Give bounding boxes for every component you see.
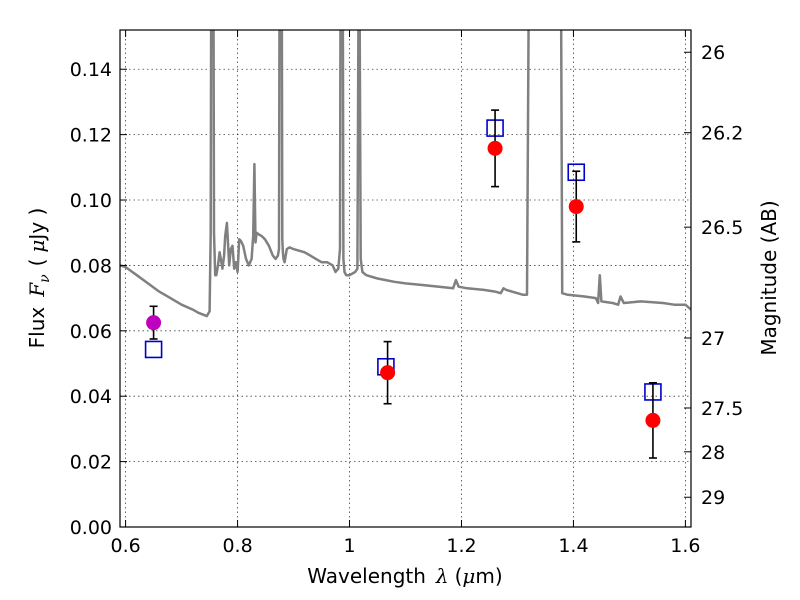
x-axis-label: Wavelength λ (μm): [307, 564, 502, 588]
y-tick-label: 0.14: [70, 59, 112, 81]
observed-point: [568, 199, 584, 215]
y2-tick-label: 26: [701, 42, 725, 64]
observed-point: [645, 412, 661, 428]
y2-tick-label: 26.5: [701, 217, 743, 239]
y-tick-label: 0.04: [70, 386, 112, 408]
y-tick-label: 0.02: [70, 452, 112, 474]
x-tick-label: 1.6: [670, 535, 700, 557]
y-tick-label: 0.10: [70, 190, 112, 212]
observed-point: [146, 315, 162, 331]
x-tick-label: 0.8: [222, 535, 252, 557]
y2-axis-label: Magnitude (AB): [757, 200, 781, 355]
y2-tick-label: 27.5: [701, 398, 743, 420]
y2-tick-label: 29: [701, 487, 725, 509]
spectrum-line: [120, 30, 691, 318]
observed-point: [380, 365, 396, 381]
y-tick-label: 0.08: [70, 255, 112, 277]
axes: 0.6 0.8 1 1.2 1.4 1.6 0.00 0.02 0.04 0.06 0.08 0.10…: [70, 30, 743, 557]
model-photometry-square: [144, 340, 163, 359]
y-tick-label: 0.06: [70, 321, 112, 343]
y2-tick-label: 28: [701, 442, 725, 464]
observed-point: [487, 140, 503, 156]
y2-tick-label: 27: [701, 328, 725, 350]
plot-frame: [119, 29, 692, 528]
x-tick-label: 1: [343, 535, 355, 557]
y-tick-label: 0.00: [70, 517, 112, 539]
y-tick-label: 0.12: [70, 125, 112, 147]
x-tick-label: 1.2: [446, 535, 476, 557]
y-axis-label: FluxFν(μJy ): [25, 208, 53, 349]
plot-area: [120, 30, 691, 459]
x-tick-label: 0.6: [110, 535, 140, 557]
y2-tick-label: 26.2: [701, 123, 743, 145]
x-tick-label: 1.4: [558, 535, 588, 557]
